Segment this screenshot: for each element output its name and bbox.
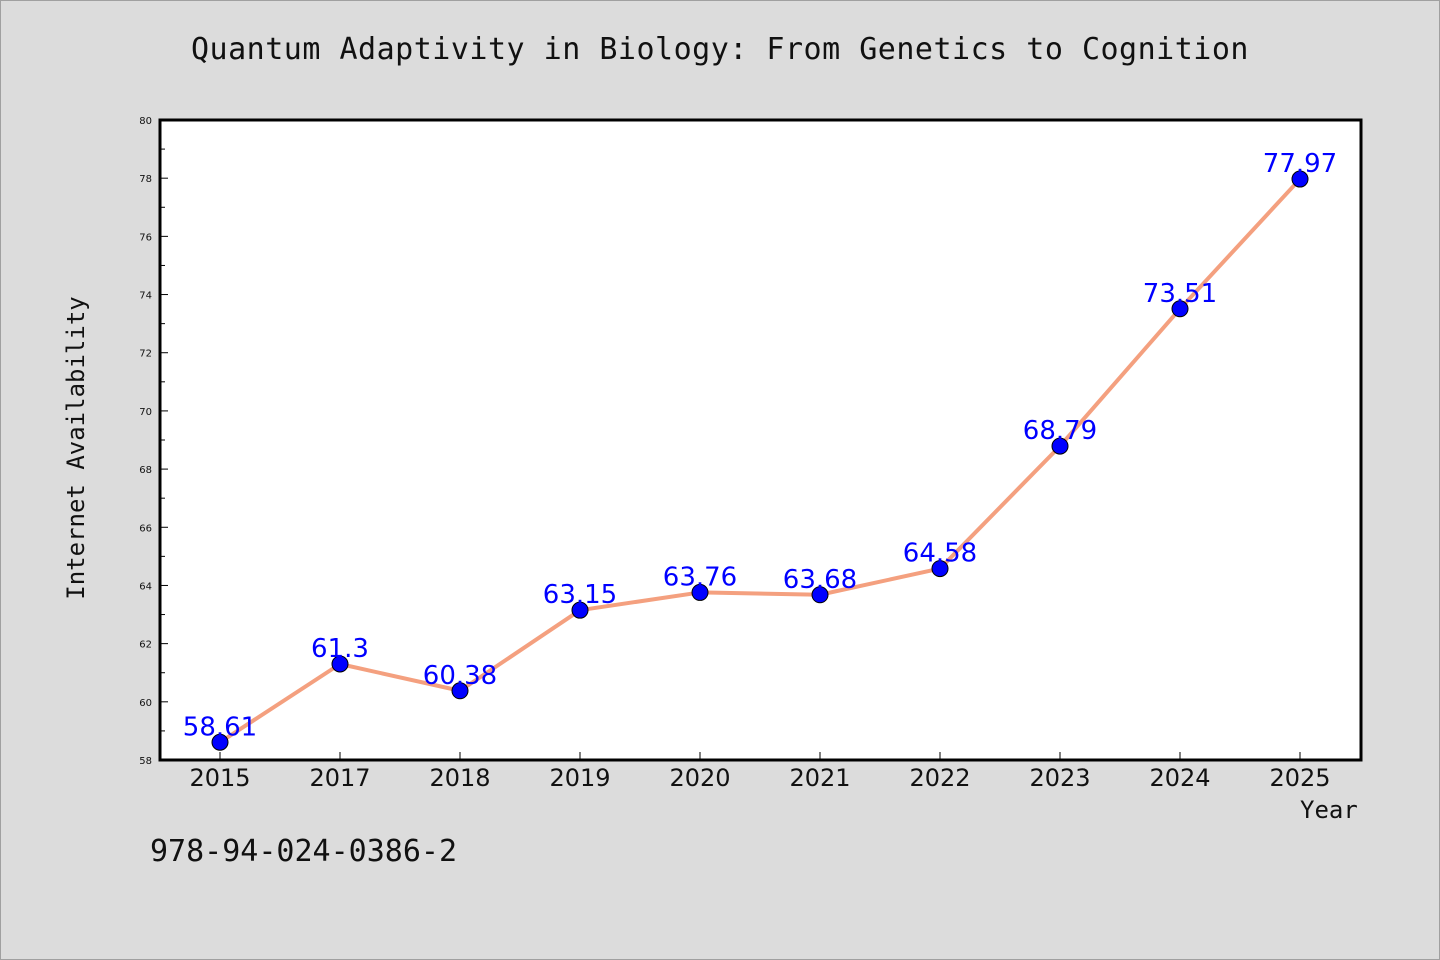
x-tick-label: 2019 [549,764,610,792]
y-tick-label: 66 [139,523,152,534]
series-group: 58.61 61.3 60.38 63.15 63.76 63.68 64.58 68.79 7… [183,149,1337,751]
isbn-text: 978-94-024-0386-2 [150,834,458,869]
data-label: 58.61 [183,712,257,742]
data-point [211,733,229,751]
x-tick-label: 2021 [789,764,850,792]
data-label: 77.97 [1263,149,1337,179]
x-tick-label: 2015 [189,764,250,792]
data-point [1291,170,1309,188]
y-tick-label: 80 [139,116,152,127]
plot-area [158,118,1363,762]
data-point [691,583,709,601]
x-tick-label: 2017 [309,764,370,792]
data-label: 61.3 [311,634,369,664]
y-tick-label: 60 [139,698,152,709]
x-tick-label: 2020 [669,764,730,792]
x-tick-label: 2023 [1029,764,1090,792]
data-label: 68.79 [1023,416,1097,446]
data-point [331,655,349,673]
x-tick-label: 2022 [909,764,970,792]
y-tick-label: 74 [139,291,152,302]
chart-title: Quantum Adaptivity in Biology: From Gene… [190,32,1249,67]
y-tick-label: 62 [139,640,152,651]
x-tick-label: 2018 [429,764,490,792]
y-tick-label: 58 [139,756,152,767]
y-tick-label: 64 [139,581,152,592]
data-label: 63.76 [663,562,737,592]
y-axis: 58 60 62 64 66 68 70 72 74 76 78 80 [139,116,168,767]
x-axis-label: Year [1300,796,1358,824]
data-point [571,601,589,619]
data-point [451,682,469,700]
y-tick-label: 68 [139,465,152,476]
x-axis: 2015 2017 2018 2019 2020 2021 2022 2023 2024 2025 [189,752,1331,792]
x-tick-label: 2024 [1149,764,1210,792]
data-point [1051,437,1069,455]
y-tick-label: 76 [139,232,152,243]
data-label: 60.38 [423,661,497,691]
data-label: 63.15 [543,580,617,610]
y-tick-label: 78 [139,174,152,185]
data-label: 63.68 [783,565,857,595]
data-point [811,586,829,604]
data-point [1171,300,1189,318]
series-line [218,177,1302,744]
data-label: 64.58 [903,539,977,569]
y-tick-label: 72 [139,349,152,360]
y-tick-label: 70 [139,407,152,418]
data-label: 73.51 [1143,279,1217,309]
x-tick-label: 2025 [1269,764,1330,792]
data-point [931,560,949,578]
